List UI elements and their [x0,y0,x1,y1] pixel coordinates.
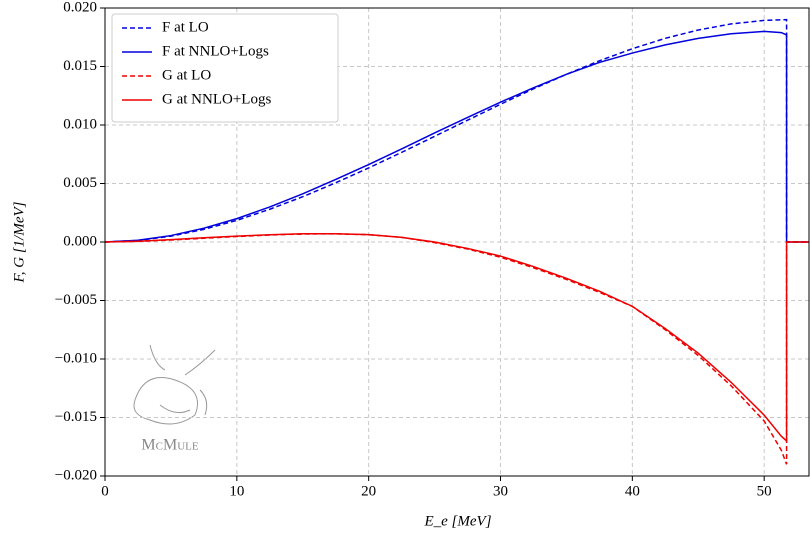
plot-frame [104,7,810,477]
legend-box [111,13,339,123]
series-line [105,18,809,243]
mcmule-logo [133,344,216,425]
y-axis-label: F, G [1/MeV] [11,201,27,283]
x-tick-label: 10 [229,483,244,499]
y-tick-label: 0.000 [63,233,97,249]
legend-label: G at LO [162,67,211,83]
y-tick-label: −0.005 [55,292,97,308]
series-line [105,232,809,443]
series-line [105,30,809,243]
y-tick-label: 0.015 [63,58,97,74]
y-tick-label: 0.020 [63,0,97,15]
y-tick-label: −0.010 [55,350,97,366]
logo-text: McMule [141,437,198,454]
legend-label: F at NNLO+Logs [162,43,269,59]
series-line [105,233,809,465]
x-tick-label: 30 [493,483,508,499]
legend-label: G at NNLO+Logs [162,91,271,107]
x-tick-label: 40 [625,483,640,499]
y-tick-label: −0.020 [55,467,97,483]
x-axis-label: E_e [MeV] [423,513,491,529]
y-tick-label: 0.005 [63,175,97,191]
x-tick-label: 20 [361,483,376,499]
x-tick-label: 0 [101,483,109,499]
y-tick-label: −0.015 [55,409,97,425]
legend-label: F at LO [162,19,209,35]
y-tick-label: 0.010 [63,116,97,132]
x-tick-label: 50 [757,483,772,499]
